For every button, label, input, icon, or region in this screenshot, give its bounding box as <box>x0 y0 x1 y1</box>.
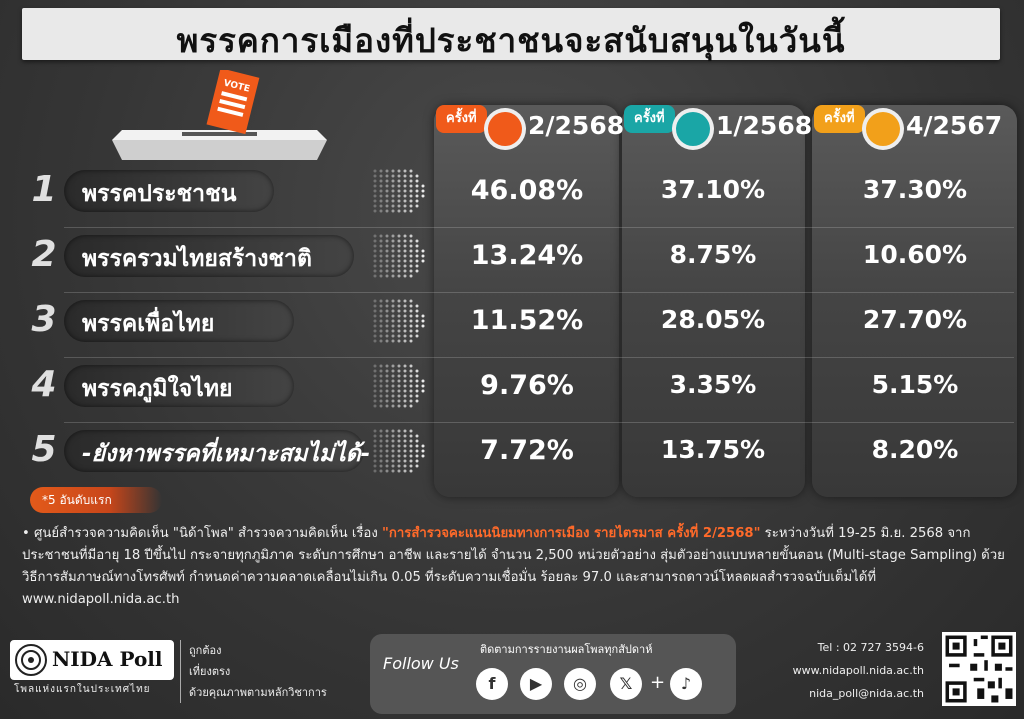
value-cell: 28.05% <box>660 305 766 334</box>
party-name: พรรครวมไทยสร้างชาติ <box>82 246 312 272</box>
column-header-3: ครั้งที่ 4/2567 <box>814 105 1004 151</box>
value-cell: 46.08% <box>470 175 584 206</box>
contact-web[interactable]: www.nidapoll.nida.ac.th <box>792 664 924 677</box>
rank-number: 4 <box>31 364 57 405</box>
column-card-3 <box>812 105 1017 497</box>
dotted-arrow-icon <box>373 429 425 473</box>
value-cell: 37.10% <box>660 175 766 204</box>
plus-sign: + <box>650 672 666 693</box>
value-cell: 9.76% <box>480 370 574 401</box>
value-cell: 27.70% <box>862 305 968 334</box>
contact-email[interactable]: nida_poll@nida.ac.th <box>809 687 924 700</box>
row-divider <box>64 422 1014 423</box>
top5-label: *5 อันดับแรก <box>30 487 162 513</box>
ballot-box-icon: VOTE <box>112 70 327 160</box>
rank-number: 5 <box>31 429 57 470</box>
nida-seal-icon <box>15 644 47 676</box>
party-name: พรรคเพื่อไทย <box>82 311 215 337</box>
period-dot <box>488 112 522 146</box>
party-pill: -ยังหาพรรคที่เหมาะสมไม่ได้- <box>64 430 370 472</box>
follow-us-panel: Follow Us ติดตามการรายงานผลโพลทุกสัปดาห์… <box>370 634 736 714</box>
title-bar: พรรคการเมืองที่ประชาชนจะสนับสนุนในวันนี้ <box>22 8 1000 60</box>
party-pill: พรรคเพื่อไทย <box>64 300 294 342</box>
period-label: 1/2568 <box>716 111 813 140</box>
party-name: พรรคภูมิใจไทย <box>82 376 233 402</box>
value-cell: 13.75% <box>660 435 766 464</box>
value-cell: 7.72% <box>480 435 574 466</box>
nida-poll-logo: NIDA Poll <box>10 640 174 680</box>
page-title: พรรคการเมืองที่ประชาชนจะสนับสนุนในวันนี้ <box>176 21 846 60</box>
period-badge: ครั้งที่ <box>814 105 865 133</box>
slogan-line: ด้วยคุณภาพตามหลักวิชาการ <box>189 686 327 699</box>
instagram-icon[interactable]: ◎ <box>564 668 596 700</box>
row-divider <box>64 292 1014 293</box>
period-label: 2/2568 <box>528 111 625 140</box>
slogan-line: ถูกต้อง <box>189 644 222 657</box>
period-dot <box>866 112 900 146</box>
facebook-icon[interactable]: f <box>476 668 508 700</box>
youtube-icon[interactable]: ▶ <box>520 668 552 700</box>
follow-us-sub: ติดตามการรายงานผลโพลทุกสัปดาห์ <box>480 643 653 656</box>
party-pill: พรรครวมไทยสร้างชาติ <box>64 235 354 277</box>
column-header-2: ครั้งที่ 1/2568 <box>624 105 812 151</box>
note-text-2: ระหว่างวันที่ 19-25 มิ.ย. 2568 จากประชาช… <box>22 526 1005 607</box>
party-pill: พรรคภูมิใจไทย <box>64 365 294 407</box>
period-dot <box>676 112 710 146</box>
row-divider <box>64 357 1014 358</box>
party-name: -ยังหาพรรคที่เหมาะสมไม่ได้- <box>82 441 371 467</box>
column-card-2 <box>622 105 805 497</box>
period-label: 4/2567 <box>906 111 1003 140</box>
note-text: ศูนย์สำรวจความคิดเห็น "นิด้าโพล" สำรวจคว… <box>33 526 382 541</box>
slogan-line: เที่ยงตรง <box>189 665 231 678</box>
slogan: ถูกต้อง เที่ยงตรง ด้วยคุณภาพตามหลักวิชาก… <box>180 640 359 703</box>
tiktok-icon[interactable]: ♪ <box>670 668 702 700</box>
x-icon[interactable]: 𝕏 <box>610 668 642 700</box>
row-divider <box>64 227 1014 228</box>
note-highlight: "การสำรวจคะแนนนิยมทางการเมือง รายไตรมาส … <box>381 526 761 541</box>
value-cell: 8.75% <box>669 240 757 269</box>
logo-subtitle: โพลแห่งแรกในประเทศไทย <box>14 684 151 695</box>
rank-number: 3 <box>31 299 57 340</box>
methodology-note: • ศูนย์สำรวจความคิดเห็น "นิด้าโพล" สำรวจ… <box>22 526 1005 607</box>
value-cell: 5.15% <box>871 370 959 399</box>
qr-code-icon[interactable] <box>942 632 1016 706</box>
dotted-arrow-icon <box>373 169 425 213</box>
period-badge: ครั้งที่ <box>624 105 675 133</box>
value-cell: 8.20% <box>871 435 959 464</box>
follow-us-label: Follow Us <box>383 654 459 673</box>
value-cell: 3.35% <box>669 370 757 399</box>
rank-number: 2 <box>31 234 57 275</box>
column-card-1 <box>434 105 619 497</box>
contact-info: Tel : 02 727 3594-6 www.nidapoll.nida.ac… <box>793 636 924 705</box>
party-pill: พรรคประชาชน <box>64 170 274 212</box>
value-cell: 37.30% <box>862 175 968 204</box>
dotted-arrow-icon <box>373 234 425 278</box>
column-header-1: ครั้งที่ 2/2568 <box>436 105 624 151</box>
value-cell: 11.52% <box>470 305 584 336</box>
rank-number: 1 <box>31 169 57 210</box>
logo-text: NIDA Poll <box>52 647 163 671</box>
dotted-arrow-icon <box>373 364 425 408</box>
contact-tel: Tel : 02 727 3594-6 <box>817 641 924 654</box>
dotted-arrow-icon <box>373 299 425 343</box>
period-badge: ครั้งที่ <box>436 105 487 133</box>
value-cell: 10.60% <box>862 240 968 269</box>
value-cell: 13.24% <box>470 240 584 271</box>
party-name: พรรคประชาชน <box>82 181 237 207</box>
